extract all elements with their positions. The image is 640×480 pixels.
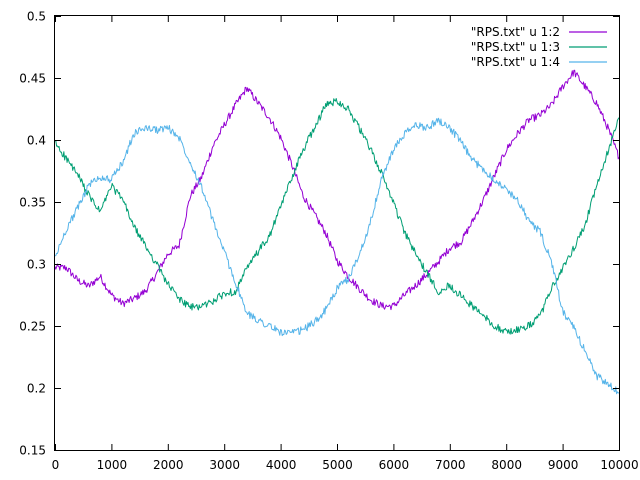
legend-label-3: "RPS.txt" u 1:4	[471, 55, 560, 69]
y-tick-label: 0.15	[19, 444, 46, 458]
x-tick-label: 10000	[600, 458, 638, 472]
y-tick-label: 0.35	[19, 196, 46, 210]
series-line-2	[54, 98, 620, 335]
series-layer	[54, 69, 620, 395]
x-tick-label: 0	[52, 458, 60, 472]
legend: "RPS.txt" u 1:2"RPS.txt" u 1:3"RPS.txt" …	[471, 25, 607, 69]
x-tick-label: 4000	[266, 458, 297, 472]
x-tick-label: 6000	[379, 458, 410, 472]
plot-border	[54, 15, 620, 451]
x-tick-label: 1000	[97, 458, 128, 472]
x-tick-label: 9000	[548, 458, 579, 472]
series-line-3	[54, 117, 620, 395]
y-tick-label: 0.3	[27, 258, 46, 272]
y-tick-label: 0.4	[27, 134, 46, 148]
x-tick-label: 5000	[322, 458, 353, 472]
x-tick-label: 2000	[153, 458, 184, 472]
x-tick-label: 8000	[491, 458, 522, 472]
axis-layer: 0 1000 2000 3000 4000 5000 6000 7000 8000 9000 100…	[19, 10, 638, 473]
y-tick-label: 0.25	[19, 320, 46, 334]
legend-label-2: "RPS.txt" u 1:3	[471, 40, 560, 54]
x-tick-label: 7000	[435, 458, 466, 472]
y-tick-label: 0.5	[27, 10, 46, 24]
series-line-1	[54, 69, 620, 311]
y-tick-label: 0.2	[27, 382, 46, 396]
x-tick-label: 3000	[209, 458, 240, 472]
y-tick-label: 0.45	[19, 72, 46, 86]
legend-label-1: "RPS.txt" u 1:2	[471, 25, 560, 39]
